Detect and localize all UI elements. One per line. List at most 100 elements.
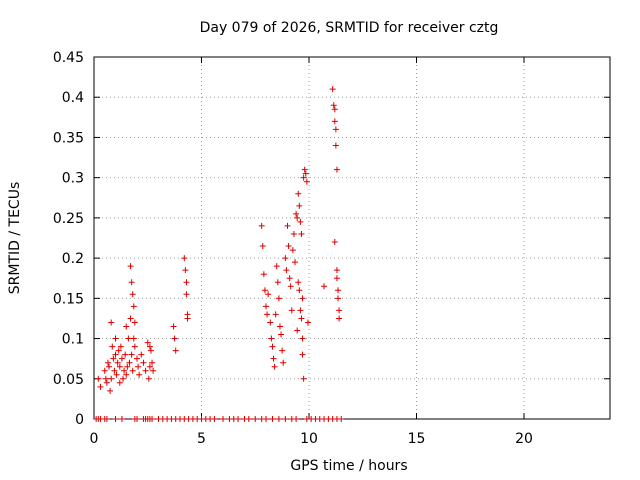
x-tick-label: 10 bbox=[300, 431, 318, 447]
x-axis-label: GPS time / hours bbox=[290, 458, 407, 474]
data-point bbox=[286, 275, 293, 282]
data-point bbox=[120, 375, 127, 382]
data-point bbox=[296, 202, 303, 209]
data-point bbox=[101, 367, 108, 374]
data-point bbox=[127, 263, 134, 270]
data-point bbox=[331, 118, 338, 125]
data-point bbox=[294, 214, 301, 221]
data-point bbox=[122, 351, 129, 358]
data-point bbox=[333, 267, 340, 274]
x-tick-labels: 0 5 10 15 20 bbox=[90, 431, 533, 447]
data-point bbox=[103, 416, 110, 422]
data-point bbox=[335, 295, 342, 302]
data-point bbox=[252, 416, 259, 422]
data-point bbox=[271, 363, 278, 370]
data-point bbox=[261, 287, 268, 294]
data-point bbox=[265, 291, 272, 298]
data-point bbox=[130, 335, 137, 342]
data-point bbox=[300, 375, 307, 382]
data-point bbox=[136, 371, 143, 378]
data-point bbox=[274, 279, 281, 286]
data-point bbox=[171, 335, 178, 342]
data-point bbox=[106, 363, 113, 370]
data-point bbox=[263, 303, 269, 310]
data-point bbox=[269, 343, 276, 350]
data-point bbox=[117, 343, 124, 350]
data-point bbox=[298, 315, 305, 322]
data-point bbox=[275, 295, 282, 302]
y-tick-label: 0.1 bbox=[62, 332, 84, 348]
data-point bbox=[112, 416, 119, 422]
y-tick-label: 0.15 bbox=[53, 291, 84, 307]
data-point bbox=[134, 355, 140, 362]
data-point bbox=[303, 178, 310, 185]
data-point bbox=[275, 416, 282, 422]
data-point bbox=[109, 343, 116, 350]
data-point bbox=[290, 230, 297, 237]
data-point bbox=[170, 323, 177, 330]
data-point bbox=[220, 416, 226, 422]
data-point bbox=[128, 351, 135, 358]
data-point bbox=[147, 347, 154, 354]
data-point bbox=[245, 416, 252, 422]
data-point bbox=[293, 210, 300, 217]
data-point bbox=[97, 383, 104, 390]
data-point bbox=[126, 359, 133, 366]
data-point bbox=[298, 230, 305, 237]
data-point bbox=[280, 359, 287, 366]
data-point bbox=[130, 303, 137, 310]
data-point bbox=[288, 307, 295, 314]
data-point bbox=[123, 371, 130, 378]
y-tick-label: 0.45 bbox=[53, 50, 84, 66]
data-point bbox=[123, 323, 130, 330]
data-point bbox=[129, 367, 136, 374]
data-point bbox=[273, 263, 280, 270]
data-point bbox=[283, 267, 290, 274]
x-tick-label: 0 bbox=[90, 431, 99, 447]
data-point bbox=[263, 416, 269, 422]
data-point bbox=[278, 331, 285, 338]
data-point bbox=[321, 283, 328, 290]
data-point bbox=[282, 255, 289, 262]
data-point bbox=[301, 166, 308, 173]
y-axis-label: SRMTID / TECUs bbox=[7, 182, 23, 295]
data-point bbox=[127, 315, 134, 322]
data-point bbox=[331, 239, 338, 246]
data-point bbox=[140, 359, 147, 366]
data-point bbox=[102, 375, 109, 382]
data-point bbox=[118, 416, 125, 422]
data-point bbox=[293, 416, 300, 422]
y-tick-label: 0.4 bbox=[62, 90, 84, 106]
data-point bbox=[295, 190, 302, 197]
data-point bbox=[235, 416, 242, 422]
data-point bbox=[300, 174, 307, 181]
x-tick-label: 20 bbox=[515, 431, 533, 447]
data-point bbox=[297, 218, 304, 225]
y-tick-label: 0.2 bbox=[62, 251, 84, 267]
data-point bbox=[142, 367, 149, 374]
x-tick-label: 5 bbox=[197, 431, 206, 447]
data-point bbox=[114, 359, 121, 366]
y-tick-label: 0.25 bbox=[53, 211, 84, 227]
data-point bbox=[276, 323, 283, 330]
data-point bbox=[103, 379, 110, 386]
data-point bbox=[302, 170, 309, 177]
data-point bbox=[121, 367, 128, 374]
data-point bbox=[108, 319, 115, 326]
data-point bbox=[184, 315, 191, 322]
data-point bbox=[329, 86, 336, 93]
data-point bbox=[335, 287, 342, 294]
data-point bbox=[294, 327, 301, 334]
data-point bbox=[172, 347, 179, 354]
data-point bbox=[149, 359, 156, 366]
data-point bbox=[146, 343, 153, 350]
data-point bbox=[333, 166, 340, 173]
data-point bbox=[289, 247, 296, 254]
data-point bbox=[104, 359, 111, 366]
y-tick-label: 0.35 bbox=[53, 130, 84, 146]
data-point bbox=[135, 363, 142, 370]
data-point bbox=[118, 355, 125, 362]
data-point bbox=[131, 319, 138, 326]
data-point bbox=[279, 347, 286, 354]
